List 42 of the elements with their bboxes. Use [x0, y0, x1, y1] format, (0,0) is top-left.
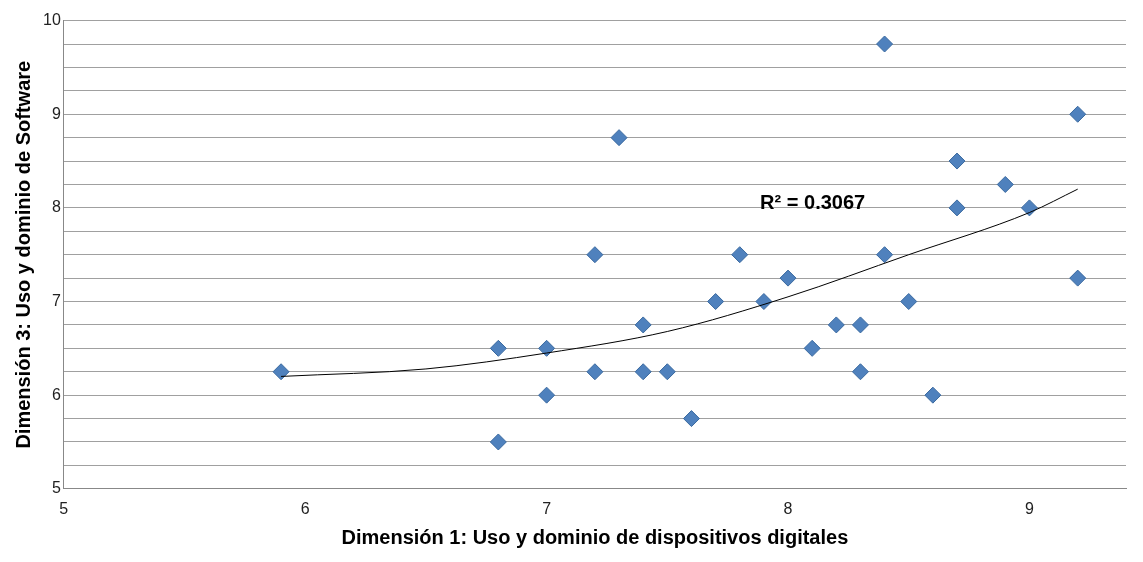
point	[1069, 269, 1087, 287]
x-tick-label: 6	[300, 499, 310, 517]
point	[779, 269, 797, 287]
point	[851, 363, 869, 381]
y-tick-label: 7	[51, 291, 61, 309]
point	[489, 433, 507, 451]
point	[538, 339, 556, 357]
point	[1069, 105, 1087, 123]
y-axis-title: Dimensión 3: Uso y dominio de Software	[11, 60, 34, 449]
y-tick-label: 5	[51, 479, 61, 497]
point	[900, 293, 918, 311]
y-tick-label: 8	[51, 198, 61, 216]
point	[1020, 199, 1038, 217]
point	[924, 386, 942, 404]
point	[996, 175, 1014, 193]
point	[876, 246, 894, 264]
point	[948, 199, 966, 217]
x-axis-title: Dimensión 1: Uso y dominio de dispositivos digitales	[341, 525, 849, 548]
point	[851, 316, 869, 334]
point	[272, 363, 290, 381]
point	[948, 152, 966, 170]
y-tick-label: 6	[51, 385, 61, 403]
point	[731, 246, 749, 264]
y-tick-label: 9	[51, 104, 61, 122]
point	[827, 316, 845, 334]
point	[586, 246, 604, 264]
point	[682, 410, 700, 428]
point	[658, 363, 676, 381]
point	[803, 339, 821, 357]
point	[610, 129, 628, 147]
point	[634, 316, 652, 334]
annotation: R² = 0.3067	[760, 190, 866, 213]
point	[538, 386, 556, 404]
point	[586, 363, 604, 381]
point	[876, 35, 894, 53]
x-tick-label: 8	[783, 499, 793, 517]
point	[707, 293, 725, 311]
point	[489, 339, 507, 357]
point	[634, 363, 652, 381]
x-tick-label: 9	[1024, 499, 1034, 517]
y-tick-label: 10	[43, 11, 61, 29]
x-tick-label: 7	[542, 499, 552, 517]
